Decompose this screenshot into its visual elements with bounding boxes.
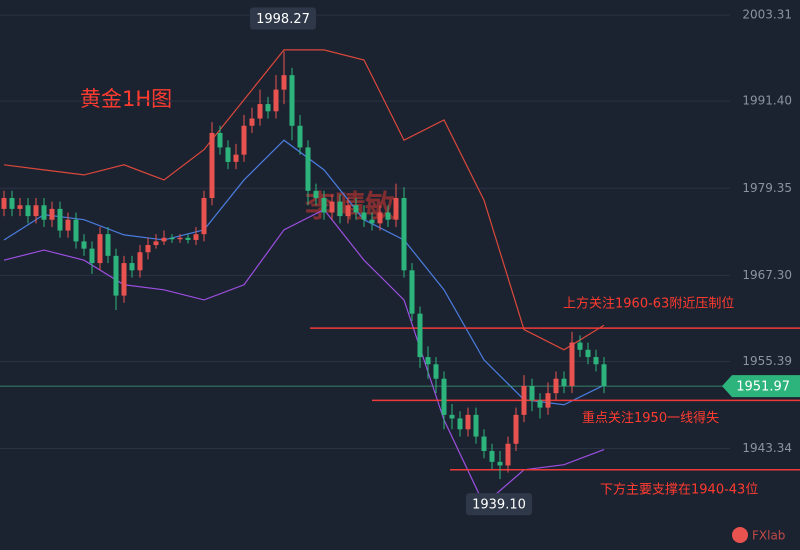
candle-body: [345, 205, 351, 217]
candle-body: [521, 385, 527, 415]
band-line: [3, 139, 605, 406]
candle-body: [105, 234, 111, 256]
candle-body: [353, 205, 359, 213]
y-tick-label: 1955.39: [742, 354, 792, 368]
candle-body: [1, 198, 7, 209]
chart-title: 黄金1H图: [80, 87, 172, 111]
candle-body: [209, 132, 215, 199]
candle-body: [601, 364, 607, 387]
candle-body: [409, 270, 415, 314]
candle-body: [57, 208, 63, 231]
candle-body: [473, 414, 479, 437]
candle-body: [385, 212, 391, 220]
candle-body: [377, 212, 383, 224]
candle-body: [505, 443, 511, 466]
candle-body: [73, 219, 79, 242]
candle-body: [401, 198, 407, 271]
candle-body: [257, 104, 263, 119]
level-label: 上方关注1960-63附近压制位: [563, 296, 734, 312]
candle-body: [289, 75, 295, 126]
extreme-label: 1939.10: [472, 498, 526, 513]
candle-body: [577, 342, 583, 350]
candle-body: [393, 198, 399, 220]
candle-body: [81, 241, 87, 249]
candle-body: [457, 418, 463, 430]
candle-body: [369, 219, 375, 224]
candle-body: [537, 400, 543, 408]
candle-body: [513, 414, 519, 444]
candle-body: [177, 237, 183, 240]
candle-body: [153, 241, 159, 246]
band-line: [3, 49, 605, 351]
candle-body: [425, 357, 431, 365]
candle-body: [185, 237, 191, 240]
last-price-tag: [722, 375, 800, 398]
candle-body: [17, 205, 23, 209]
candle-body: [281, 75, 287, 90]
y-tick-label: 2003.31: [742, 8, 792, 22]
candle-body: [137, 252, 143, 271]
extreme-box: [250, 7, 316, 30]
logo-icon: [732, 527, 748, 543]
candle-body: [249, 118, 255, 126]
candle-body: [329, 201, 335, 213]
candle-body: [305, 147, 311, 191]
candle-body: [129, 263, 135, 271]
candle-body: [113, 255, 119, 296]
candle-body: [529, 385, 535, 401]
candle-body: [297, 125, 303, 148]
candle-body: [65, 219, 71, 231]
candle-body: [49, 208, 55, 220]
y-tick-label: 1967.30: [742, 268, 792, 282]
candle-body: [9, 198, 15, 209]
candle-body: [481, 436, 487, 451]
candle-body: [41, 205, 47, 220]
candle-body: [161, 237, 167, 242]
y-tick-label: 1979.35: [742, 181, 792, 195]
candle-body: [433, 364, 439, 379]
candle-body: [89, 248, 95, 264]
candle-body: [553, 378, 559, 394]
candle-body: [201, 198, 207, 235]
candle-body: [169, 237, 175, 240]
candle-body: [569, 342, 575, 386]
candle-body: [321, 198, 327, 213]
candle-body: [441, 378, 447, 415]
y-tick-label: 1943.34: [742, 441, 792, 455]
level-label: 重点关注1950一线得失: [582, 410, 719, 426]
candle-body: [145, 245, 151, 253]
candle-body: [273, 89, 279, 112]
candle-body: [585, 349, 591, 358]
candle-body: [241, 125, 247, 155]
candle-body: [449, 414, 455, 419]
candle-body: [489, 450, 495, 462]
candle-body: [561, 378, 567, 386]
candle-body: [417, 313, 423, 358]
candle-body: [313, 190, 319, 199]
level-label: 下方主要支撑在1940-43位: [600, 481, 758, 497]
candle-body: [465, 414, 471, 430]
candle-body: [121, 263, 127, 296]
band-line: [3, 208, 605, 506]
candle-body: [193, 234, 199, 240]
candle-body: [593, 357, 599, 365]
candle-body: [497, 461, 503, 466]
candle-body: [545, 393, 551, 408]
last-price-label: 1951.97: [736, 380, 790, 395]
extreme-box: [466, 493, 532, 516]
candle-body: [225, 147, 231, 162]
candle-body: [25, 205, 31, 217]
candle-body: [337, 201, 343, 217]
candle-body: [97, 234, 103, 264]
candle-body: [265, 104, 271, 112]
extreme-label: 1998.27: [256, 12, 310, 27]
candle-body: [33, 205, 39, 217]
logo: FXlab: [752, 529, 785, 543]
candle-body: [361, 212, 367, 220]
y-tick-label: 1991.40: [742, 94, 792, 108]
candle-body: [233, 154, 239, 162]
candle-body: [217, 132, 223, 148]
